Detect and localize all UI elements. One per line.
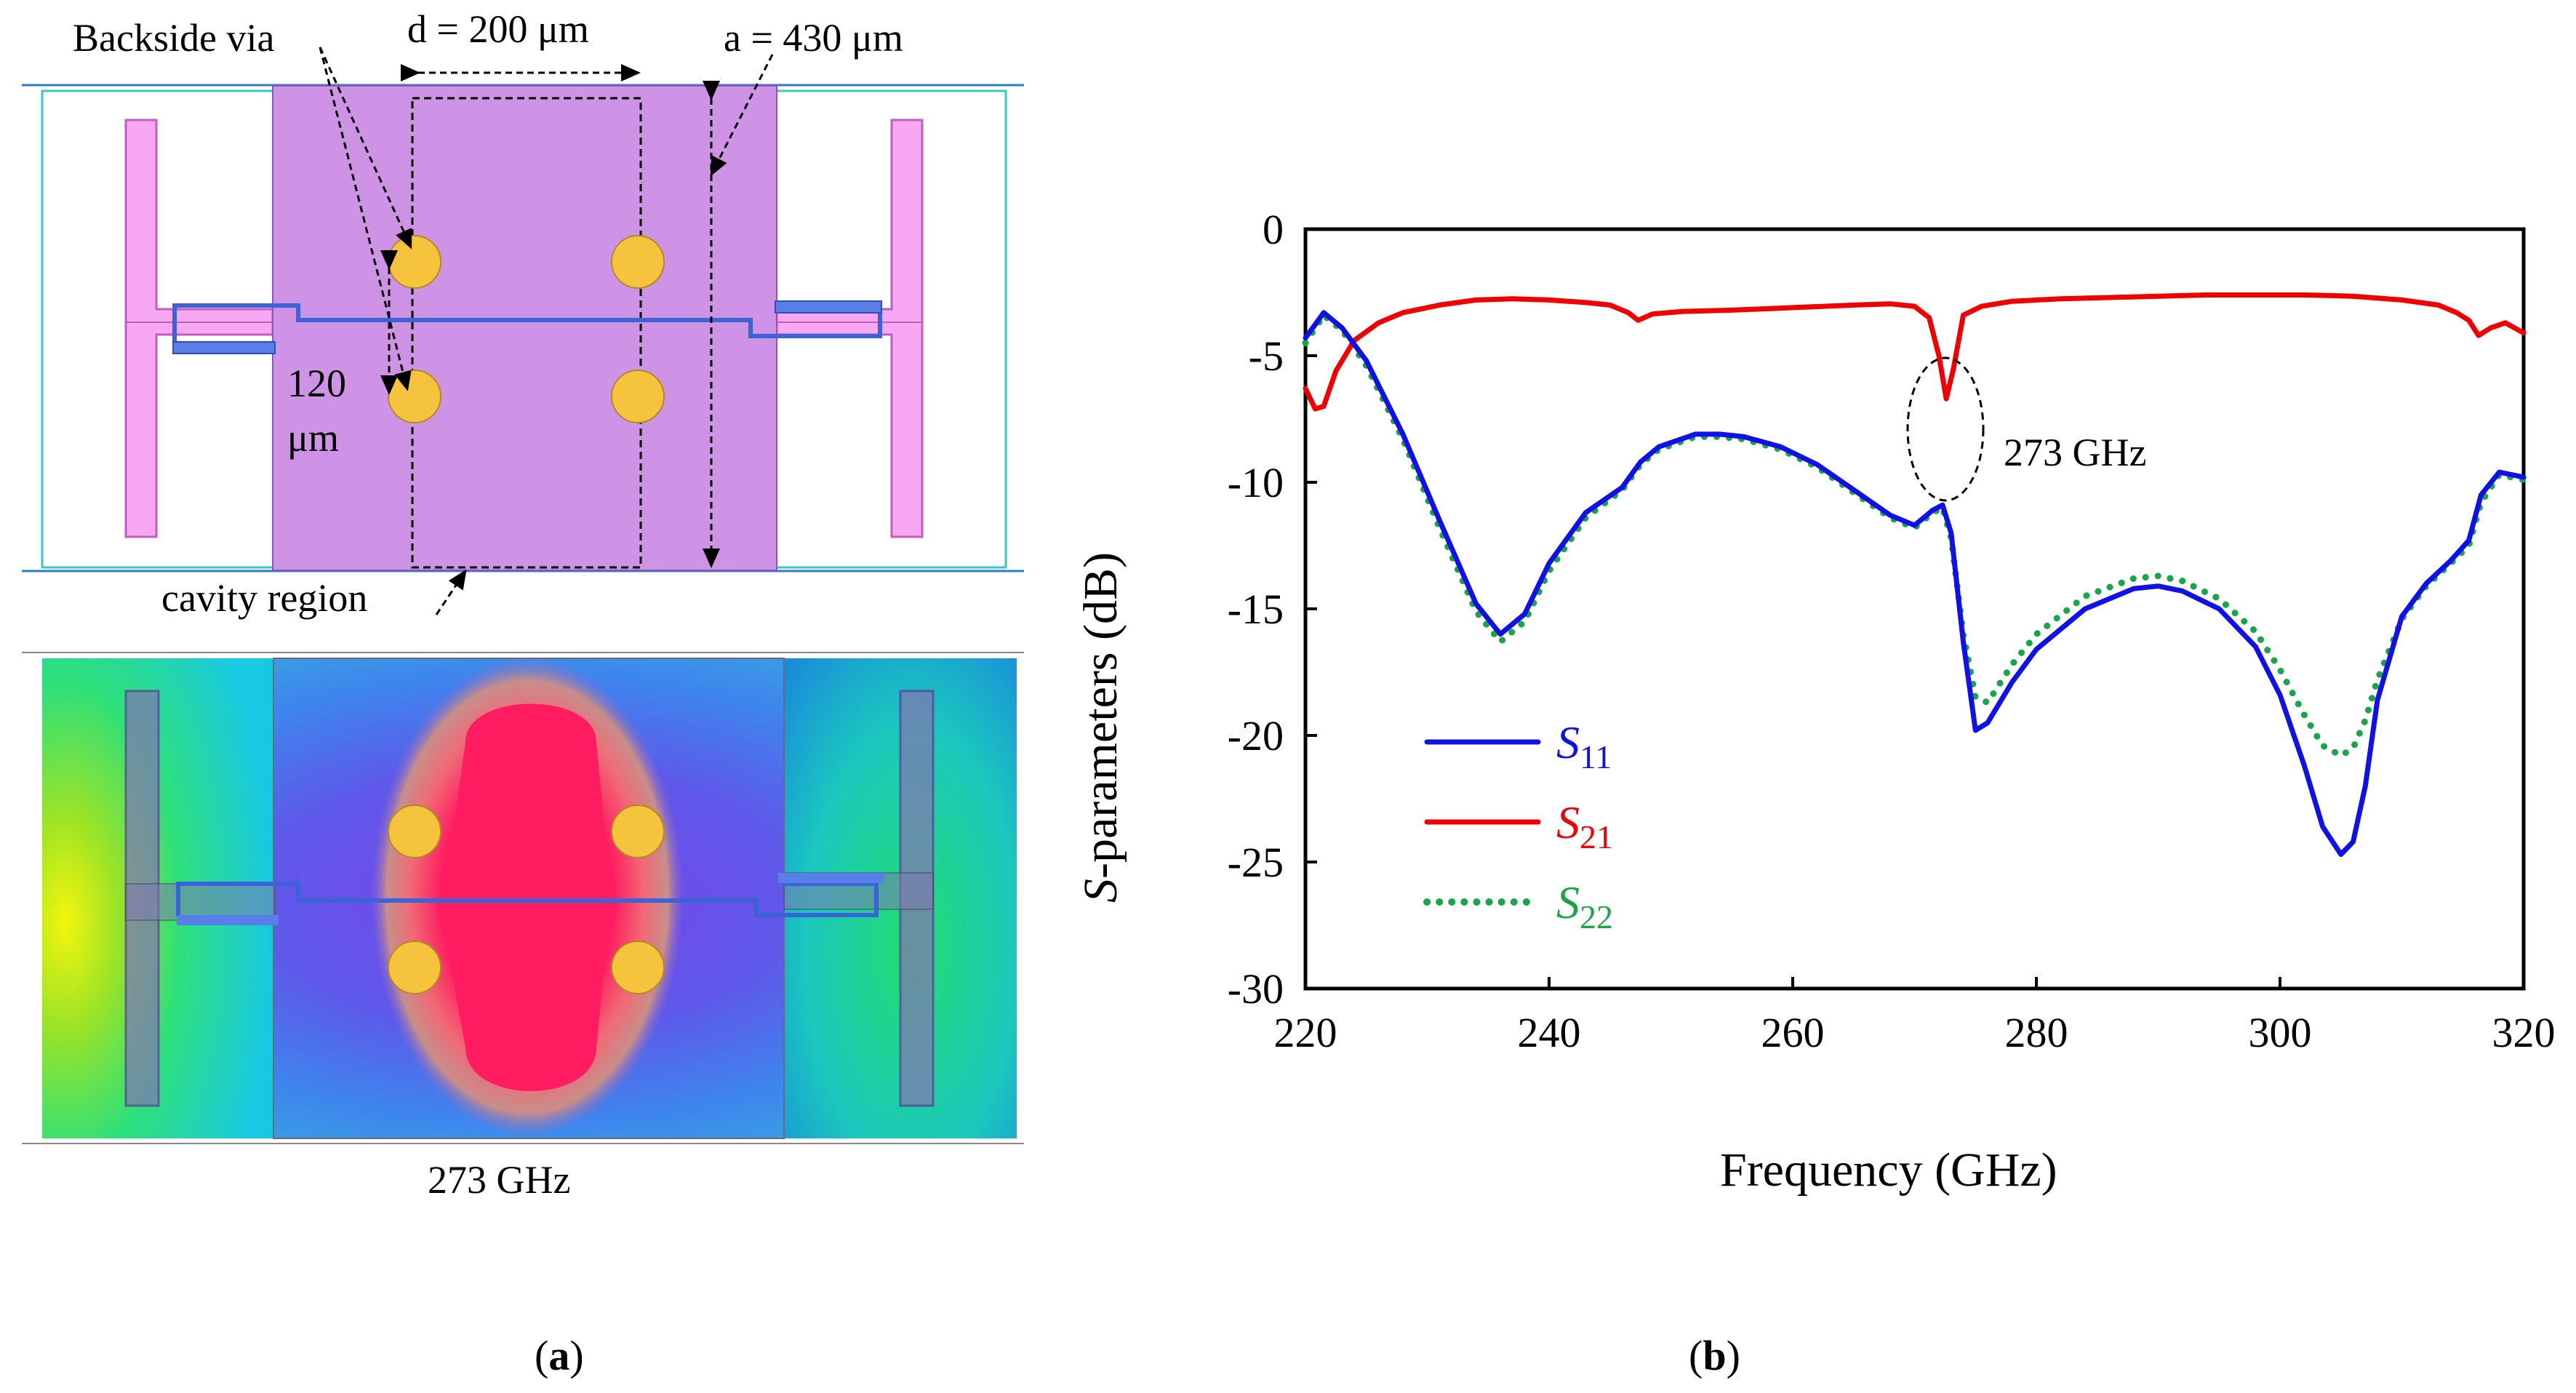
- via-bottom-left: [388, 370, 441, 423]
- via-spacing-value: 120: [287, 362, 346, 405]
- series-line-s21: [1303, 292, 2527, 412]
- y-tick-label: -20: [1228, 712, 1284, 759]
- legend-label-s21: S21: [1556, 797, 1613, 855]
- legend-label-s11: S11: [1556, 717, 1612, 775]
- x-tick-label: 240: [1518, 1009, 1581, 1056]
- x-tick-label: 220: [1274, 1009, 1337, 1056]
- x-tick-label: 320: [2492, 1009, 2556, 1056]
- field-frequency-label: 273 GHz: [428, 1158, 570, 1202]
- y-tick-label: 0: [1263, 206, 1284, 253]
- y-axis-label: S-parameters (dB): [1074, 552, 1127, 903]
- series-line-s11: [1303, 310, 2527, 858]
- cavity-block: [272, 85, 777, 571]
- x-tick-label: 260: [1761, 1009, 1825, 1056]
- y-tick-label: -25: [1228, 839, 1284, 886]
- field-distribution: [22, 652, 1024, 1144]
- layout-diagram: [22, 47, 1024, 615]
- annotation-ellipse: [1906, 356, 1985, 502]
- a-dimension-label: a = 430 μm: [724, 16, 903, 60]
- annotation-273-label: 273 GHz: [2004, 431, 2146, 474]
- via-spacing-unit: μm: [287, 416, 339, 460]
- y-tick-label: -10: [1228, 459, 1284, 506]
- panel-a-label: (a): [535, 1332, 584, 1379]
- y-tick-label: -15: [1228, 586, 1284, 633]
- legend-label-s22: S22: [1556, 877, 1613, 935]
- series-line-s22: [1302, 311, 2527, 759]
- x-tick-label: 300: [2249, 1009, 2312, 1056]
- panel-b-label: (b): [1689, 1332, 1740, 1379]
- plot-frame: [1303, 227, 2526, 991]
- s-parameter-chart: 220 240 260 280 300 320 0 -5 -10 -15 -20 -25 -30 273…: [1074, 206, 2556, 1197]
- backside-via-label: Backside via: [73, 16, 274, 60]
- x-axis-label: Frequency (GHz): [1720, 1143, 2057, 1197]
- y-tick-label: -30: [1228, 965, 1284, 1013]
- legend: S11 S21 S22: [1423, 717, 1613, 935]
- via-bottom-right: [611, 370, 665, 423]
- d-dimension-label: d = 200 μm: [407, 7, 589, 51]
- cavity-region-label: cavity region: [161, 576, 367, 620]
- right-pad: [775, 119, 924, 538]
- left-pad: [124, 119, 274, 538]
- x-tick-label: 280: [2005, 1009, 2068, 1056]
- y-tick-label: -5: [1249, 332, 1284, 380]
- via-top-left: [388, 235, 441, 289]
- via-top-right: [611, 235, 665, 289]
